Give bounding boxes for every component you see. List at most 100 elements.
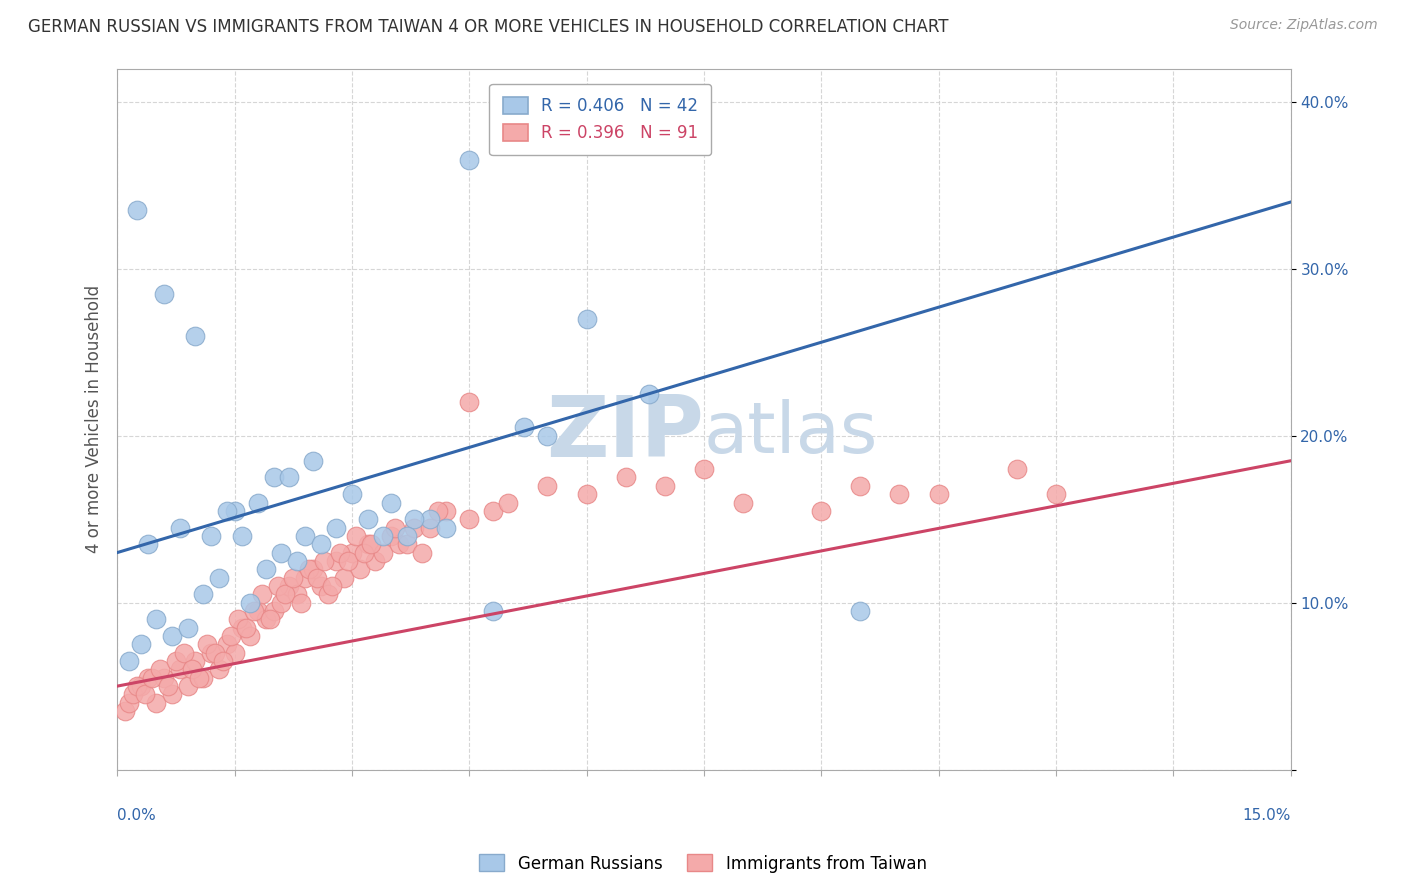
Point	[153, 286, 176, 301]
Point	[125, 679, 148, 693]
Point	[318, 587, 340, 601]
Point	[349, 562, 371, 576]
Point	[364, 554, 387, 568]
Point	[314, 554, 336, 568]
Point	[301, 562, 323, 576]
Point	[404, 520, 426, 534]
Point	[193, 587, 215, 601]
Point	[129, 679, 152, 693]
Text: Source: ZipAtlas.com: Source: ZipAtlas.com	[1230, 18, 1378, 32]
Point	[285, 587, 308, 601]
Point	[356, 512, 378, 526]
Point	[575, 312, 598, 326]
Point	[239, 629, 262, 643]
Point	[301, 454, 323, 468]
Point	[118, 654, 141, 668]
Point	[160, 688, 183, 702]
Point	[176, 621, 198, 635]
Point	[200, 646, 222, 660]
Point	[654, 479, 676, 493]
Point	[180, 662, 202, 676]
Point	[419, 512, 441, 526]
Point	[224, 646, 246, 660]
Point	[125, 203, 148, 218]
Point	[283, 571, 305, 585]
Point	[513, 420, 536, 434]
Point	[246, 604, 269, 618]
Point	[458, 153, 481, 168]
Point	[231, 529, 253, 543]
Point	[285, 554, 308, 568]
Point	[204, 646, 226, 660]
Point	[228, 612, 250, 626]
Point	[184, 328, 207, 343]
Point	[810, 504, 832, 518]
Point	[458, 395, 481, 409]
Point	[481, 604, 503, 618]
Point	[928, 487, 950, 501]
Point	[614, 470, 637, 484]
Point	[434, 504, 457, 518]
Text: 0.0%: 0.0%	[117, 808, 156, 823]
Point	[434, 520, 457, 534]
Point	[188, 671, 211, 685]
Point	[200, 529, 222, 543]
Point	[889, 487, 911, 501]
Point	[321, 579, 343, 593]
Point	[254, 612, 277, 626]
Point	[118, 696, 141, 710]
Point	[344, 529, 367, 543]
Point	[360, 537, 382, 551]
Point	[215, 637, 238, 651]
Point	[356, 537, 378, 551]
Point	[395, 537, 418, 551]
Text: GERMAN RUSSIAN VS IMMIGRANTS FROM TAIWAN 4 OR MORE VEHICLES IN HOUSEHOLD CORRELA: GERMAN RUSSIAN VS IMMIGRANTS FROM TAIWAN…	[28, 18, 949, 36]
Y-axis label: 4 or more Vehicles in Household: 4 or more Vehicles in Household	[86, 285, 103, 553]
Point	[219, 629, 242, 643]
Point	[243, 604, 266, 618]
Point	[270, 596, 292, 610]
Point	[1045, 487, 1067, 501]
Text: ZIP: ZIP	[546, 392, 704, 475]
Point	[278, 470, 301, 484]
Point	[575, 487, 598, 501]
Point	[254, 562, 277, 576]
Point	[336, 554, 359, 568]
Point	[184, 654, 207, 668]
Point	[395, 529, 418, 543]
Point	[270, 545, 292, 559]
Point	[325, 520, 347, 534]
Point	[263, 604, 285, 618]
Point	[157, 679, 180, 693]
Text: atlas: atlas	[704, 399, 879, 467]
Point	[404, 512, 426, 526]
Point	[169, 662, 191, 676]
Point	[235, 621, 257, 635]
Point	[160, 629, 183, 643]
Point	[309, 537, 332, 551]
Point	[305, 571, 328, 585]
Point	[145, 696, 167, 710]
Point	[114, 704, 136, 718]
Point	[138, 671, 160, 685]
Text: 15.0%: 15.0%	[1243, 808, 1291, 823]
Point	[211, 654, 233, 668]
Point	[266, 579, 288, 593]
Point	[340, 487, 363, 501]
Point	[373, 529, 395, 543]
Point	[195, 637, 218, 651]
Point	[290, 596, 312, 610]
Legend: German Russians, Immigrants from Taiwan: German Russians, Immigrants from Taiwan	[472, 847, 934, 880]
Point	[380, 495, 402, 509]
Point	[274, 587, 297, 601]
Point	[298, 562, 321, 576]
Legend: R = 0.406   N = 42, R = 0.396   N = 91: R = 0.406 N = 42, R = 0.396 N = 91	[489, 84, 711, 155]
Point	[138, 537, 160, 551]
Point	[325, 554, 347, 568]
Point	[481, 504, 503, 518]
Point	[693, 462, 716, 476]
Point	[278, 579, 301, 593]
Point	[193, 671, 215, 685]
Point	[173, 646, 195, 660]
Point	[294, 571, 316, 585]
